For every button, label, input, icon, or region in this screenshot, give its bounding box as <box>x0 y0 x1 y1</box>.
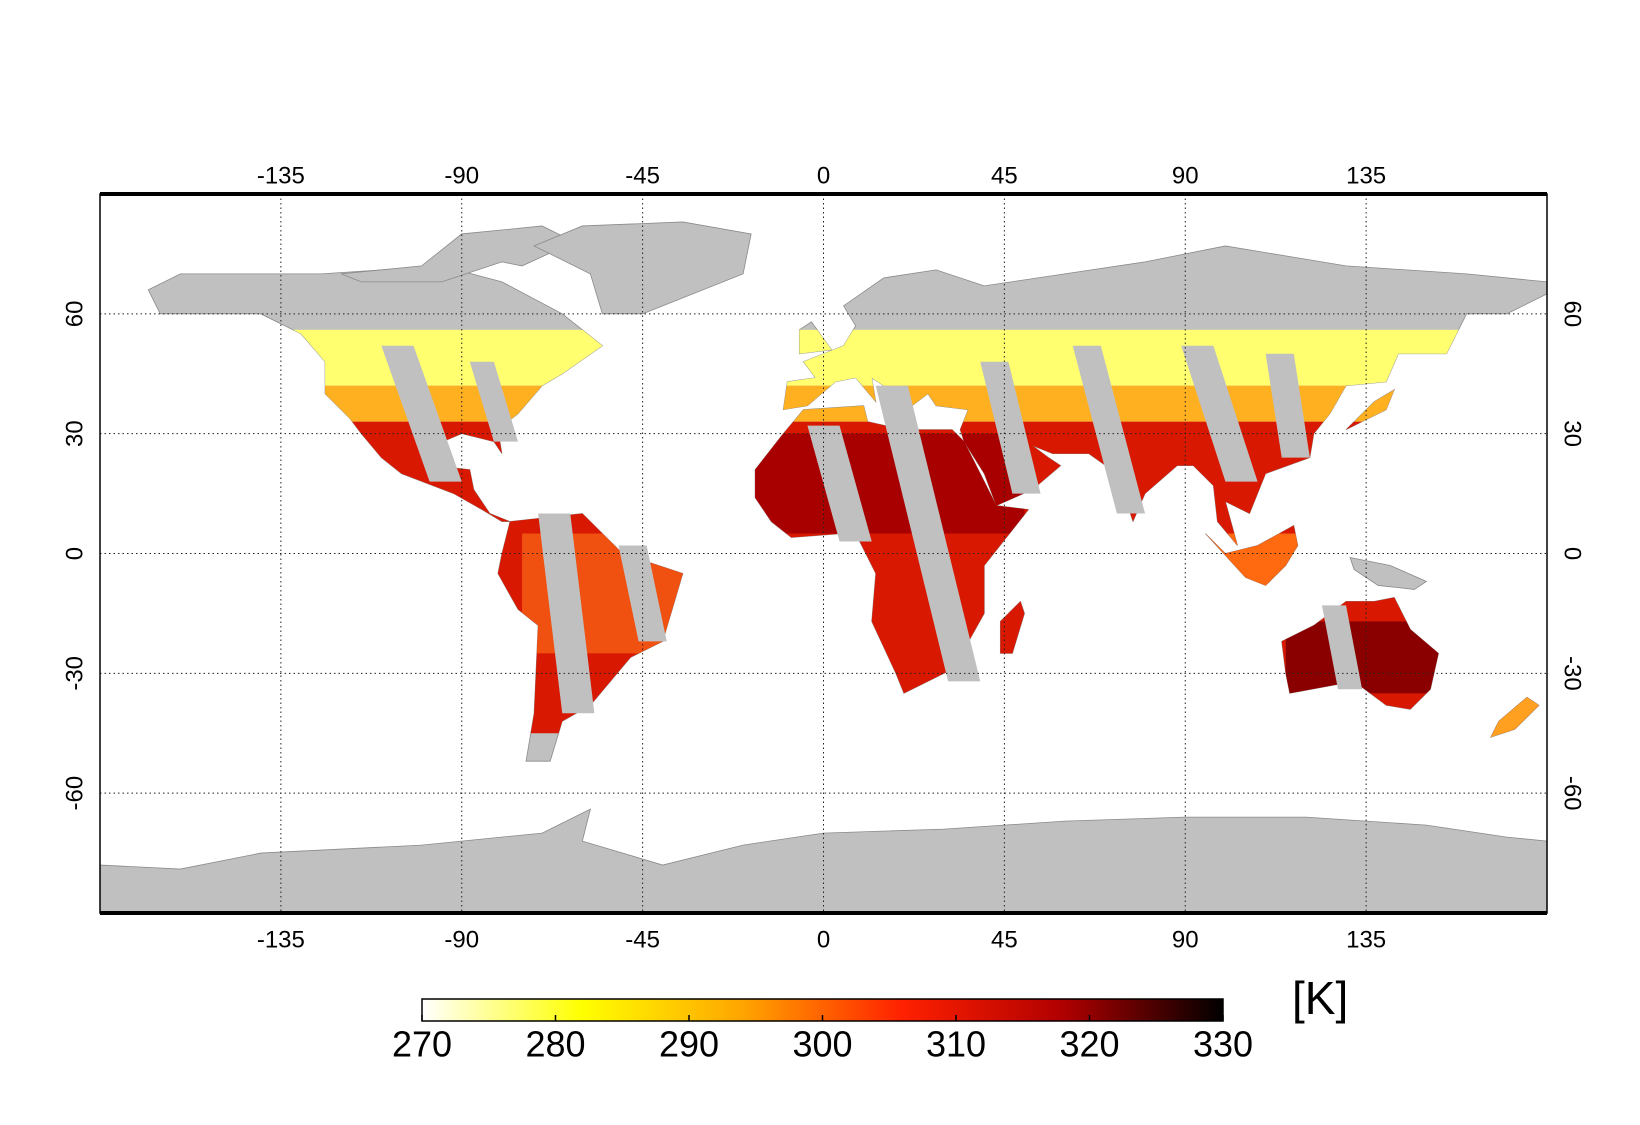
colorbar: [K] 270 280 290 300 310 320 330 <box>392 972 1348 1064</box>
data-gap <box>1265 353 1310 458</box>
colorbar-tick-label: 280 <box>525 1024 585 1065</box>
temperature-band <box>1466 689 1547 746</box>
temperature-band <box>1285 621 1447 694</box>
data-gap <box>618 545 667 642</box>
x-tick-label: 90 <box>1172 162 1199 189</box>
x-tick-label: -135 <box>257 926 305 953</box>
grid <box>100 194 1547 913</box>
x-tick-label: 45 <box>991 162 1018 189</box>
frame <box>99 192 1548 915</box>
data-gap <box>538 513 595 714</box>
y-tick-label: 0 <box>1559 547 1586 560</box>
y-tick-label: -30 <box>61 656 88 691</box>
y-tick-label: 0 <box>61 547 88 560</box>
x-tick-label: -135 <box>257 162 305 189</box>
data-gap <box>381 345 462 482</box>
data-gap <box>1181 345 1258 482</box>
y-tick-label: -60 <box>1559 776 1586 811</box>
x-tick-label: 135 <box>1346 926 1386 953</box>
x-tick-label: 90 <box>1172 926 1199 953</box>
land <box>341 226 574 282</box>
temperature-band <box>148 385 1547 422</box>
y-tick-label: 30 <box>1559 420 1586 447</box>
land <box>534 222 751 314</box>
x-tick-label: 0 <box>817 162 830 189</box>
data-gap <box>807 425 872 542</box>
x-tick-label: -90 <box>444 926 479 953</box>
colorbar-tick-label: 330 <box>1193 1024 1253 1065</box>
y-tick-label: 60 <box>1559 300 1586 327</box>
y-tick-label: -30 <box>1559 656 1586 691</box>
data-gap <box>875 385 981 682</box>
colorbar-tick-label: 320 <box>1059 1024 1119 1065</box>
colorbar-unit: [K] <box>1292 972 1348 1024</box>
y-tick-label: -60 <box>61 776 88 811</box>
axis-labels: -135 -135 -90 -90 -45 -45 0 0 45 45 90 90 135 135 -60 -… <box>61 162 1585 953</box>
data-gap <box>1072 345 1146 514</box>
y-tick-label: 60 <box>61 300 88 327</box>
colorbar-tick-label: 310 <box>926 1024 986 1065</box>
x-tick-label: 0 <box>817 926 830 953</box>
x-tick-label: -45 <box>625 926 660 953</box>
y-tick-label: 30 <box>61 420 88 447</box>
x-tick-label: 45 <box>991 926 1018 953</box>
x-tick-label: -90 <box>444 162 479 189</box>
data-gap <box>1321 605 1363 690</box>
land <box>1350 557 1426 589</box>
x-tick-label: 135 <box>1346 162 1386 189</box>
x-tick-label: -45 <box>625 162 660 189</box>
colorbar-tick-label: 270 <box>392 1024 452 1065</box>
data-gap <box>469 361 519 442</box>
temperature-band <box>743 433 1025 534</box>
colorbar-tick-label: 290 <box>659 1024 719 1065</box>
colorbar-tick-label: 300 <box>792 1024 852 1065</box>
data-gap <box>980 361 1041 494</box>
swaths <box>381 345 1363 714</box>
